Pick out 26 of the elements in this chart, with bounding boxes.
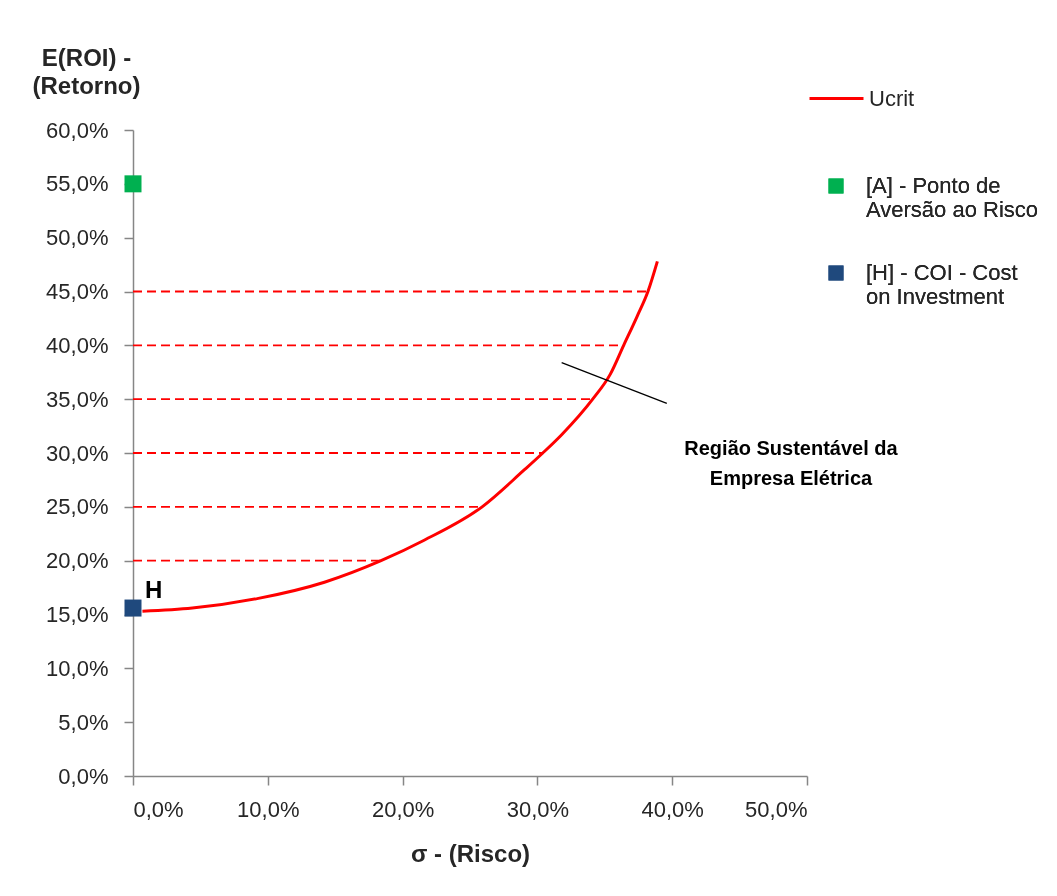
y-tick-label: 55,0% (46, 171, 109, 197)
y-tick-label: 40,0% (46, 332, 109, 358)
legend-label: Ucrit (869, 85, 915, 111)
y-axis-title: E(ROI) - (Retorno) (32, 43, 141, 99)
annotation: Região Sustentável da Empresa Elétrica (684, 437, 899, 489)
x-tick-label: 10,0% (237, 796, 300, 822)
y-tick-label: 5,0% (58, 709, 109, 735)
legend-label: [H] - COI - Cost on Investment (866, 260, 1018, 309)
x-tick-label: 0,0% (133, 796, 184, 822)
x-axis-title: σ - (Risco) (410, 839, 531, 867)
y-tick-label: 25,0% (46, 494, 109, 520)
annotation: H (145, 576, 163, 604)
y-tick-label: 20,0% (46, 548, 109, 574)
x-tick-label: 50,0% (745, 796, 808, 822)
y-tick-label: 10,0% (46, 655, 109, 681)
x-tick-label: 20,0% (371, 796, 435, 822)
y-tick-label: 45,0% (46, 279, 109, 304)
y-tick-label: 35,0% (46, 386, 109, 412)
y-tick-label: 0,0% (58, 763, 109, 789)
y-tick-label: 30,0% (46, 440, 109, 466)
y-tick-label: 50,0% (46, 225, 109, 251)
x-tick-label: 30,0% (506, 796, 570, 822)
legend-label: [A] - Ponto de Aversão ao Risco (866, 173, 1039, 222)
x-tick-label: 40,0% (641, 796, 704, 822)
y-tick-label: 15,0% (46, 602, 109, 627)
y-tick-label: 60,0% (46, 117, 109, 143)
